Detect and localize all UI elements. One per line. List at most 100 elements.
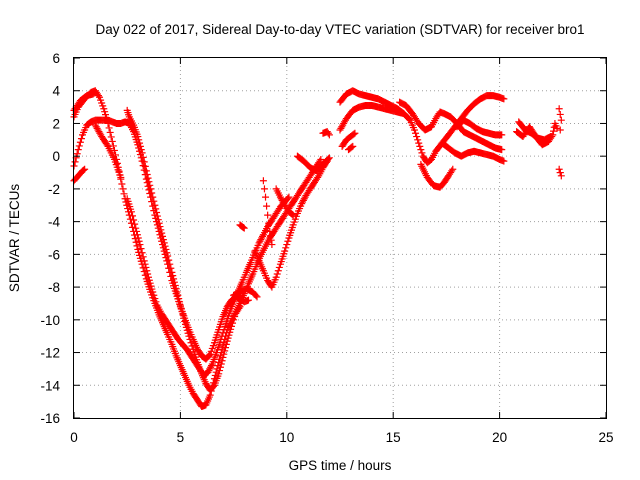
data-point: [178, 308, 186, 316]
data-point: [173, 288, 181, 296]
data-point: [148, 285, 156, 293]
y-tick-label: 2: [52, 116, 60, 131]
data-point: [410, 126, 418, 134]
data-point: [557, 172, 565, 180]
data-point: [553, 124, 561, 132]
data-point: [316, 157, 324, 165]
data-point: [176, 298, 184, 306]
data-point: [145, 178, 153, 186]
x-tick-label: 15: [386, 430, 401, 445]
data-point: [221, 347, 229, 355]
data-point: [556, 110, 564, 118]
data-point: [177, 304, 185, 312]
data-point: [130, 216, 138, 224]
data-point: [134, 245, 142, 253]
data-point: [299, 198, 307, 206]
data-point: [288, 210, 296, 218]
data-point: [94, 92, 102, 100]
data-point: [205, 351, 213, 359]
data-point: [137, 245, 145, 253]
data-point: [170, 275, 178, 283]
data-point: [267, 236, 275, 244]
data-point: [144, 273, 152, 281]
data-point: [205, 367, 213, 375]
data-point: [171, 281, 179, 289]
data-point: [412, 129, 420, 137]
data-point: [500, 157, 508, 165]
data-point: [209, 383, 217, 390]
data-point: [207, 362, 215, 370]
data-point: [252, 292, 260, 300]
data-point: [281, 247, 289, 255]
data-point: [133, 227, 141, 235]
data-point: [259, 177, 267, 185]
data-point: [118, 180, 126, 188]
data-points: [70, 87, 565, 411]
y-tick-label: -2: [48, 182, 60, 197]
data-point: [187, 339, 195, 347]
series-0: [70, 87, 565, 411]
data-point: [351, 129, 359, 137]
data-point: [216, 367, 224, 375]
data-point: [217, 335, 225, 343]
data-point: [140, 257, 148, 265]
data-point: [325, 154, 333, 162]
y-tick-label: 4: [52, 84, 60, 99]
data-point: [156, 223, 164, 231]
axes: 0 5 10 15 20 25 -16 -14 -12 -10 -8 -6 -4 -2 0 2 4 6: [40, 51, 613, 445]
data-point: [169, 272, 177, 280]
data-point: [134, 133, 142, 141]
data-point: [179, 311, 187, 319]
data-point: [142, 263, 150, 271]
data-point: [149, 288, 157, 296]
data-point: [107, 133, 115, 141]
data-point: [140, 158, 148, 166]
data-point: [283, 241, 291, 249]
data-point: [182, 320, 190, 328]
data-point: [182, 323, 190, 331]
data-point: [226, 328, 234, 336]
data-point: [324, 129, 332, 137]
data-point: [276, 193, 284, 201]
y-axis-label: SDTVAR / TECUs: [7, 184, 22, 293]
data-point: [106, 128, 114, 136]
data-point: [160, 239, 168, 247]
data-point: [141, 162, 149, 170]
y-tick-label: -4: [48, 215, 60, 230]
data-point: [325, 131, 333, 139]
x-axis-label: GPS time / hours: [289, 458, 392, 473]
data-point: [285, 193, 293, 201]
data-point: [132, 224, 140, 232]
grid: [74, 58, 606, 418]
data-point: [272, 273, 280, 281]
data-point: [175, 295, 183, 303]
data-point: [161, 242, 169, 250]
data-point: [158, 229, 166, 237]
data-point: [262, 193, 270, 201]
y-tick-label: 0: [52, 149, 60, 164]
data-point: [230, 316, 238, 324]
data-point: [152, 298, 160, 306]
data-point: [298, 200, 306, 208]
data-point: [174, 291, 182, 299]
data-point: [143, 171, 151, 179]
data-point: [180, 314, 188, 322]
data-point: [170, 278, 178, 286]
y-tick-label: -6: [48, 247, 60, 262]
plot-frame: [73, 57, 607, 419]
data-point: [103, 141, 111, 149]
y-tick-label: -8: [48, 280, 60, 295]
data-point: [275, 263, 283, 271]
data-point: [350, 130, 358, 138]
data-point: [168, 268, 176, 276]
data-point: [153, 208, 161, 216]
data-point: [138, 249, 146, 257]
data-point: [219, 353, 227, 361]
data-point: [550, 127, 558, 135]
y-tick-label: -14: [40, 378, 60, 393]
data-point: [136, 139, 144, 147]
data-point: [80, 166, 88, 174]
data-point: [159, 232, 167, 240]
data-point: [138, 149, 146, 157]
data-point: [76, 138, 84, 146]
